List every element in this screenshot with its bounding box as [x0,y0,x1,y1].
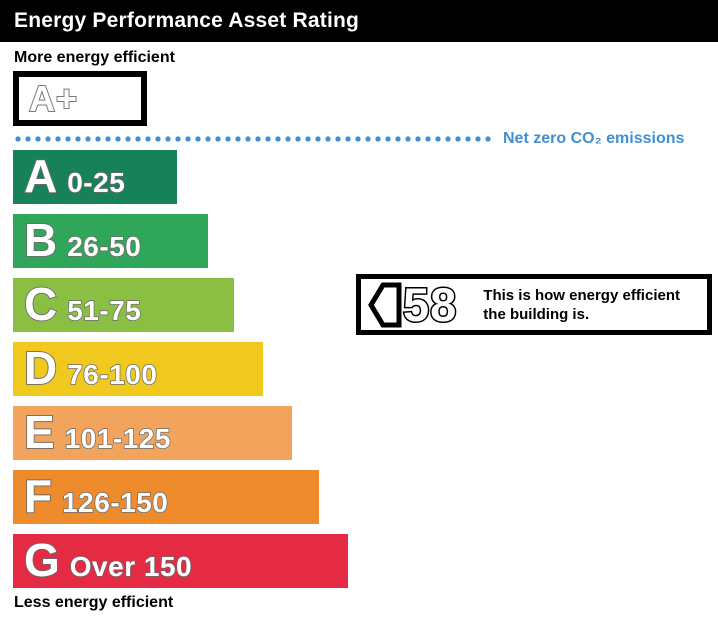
less-efficient-label: Less energy efficient [14,594,174,611]
band-range: 51-75 [66,294,142,327]
band-letter: D [23,341,58,395]
band-range: 26-50 [66,230,142,263]
band-c: C 51-75 [13,277,234,332]
rating-indicator: 58 This is how energy efficient the buil… [356,274,712,335]
band-range: 0-25 [66,166,126,199]
band-letter: B [23,213,58,267]
rating-description-line2: the building is. [483,305,590,323]
band-letter: A [23,149,58,203]
band-f: F 126-150 [13,469,319,524]
rating-bands: A 0-25 B 26-50 C 51-75 D 76-100 E 101-125 F 126-150… [13,149,348,598]
band-b: B 26-50 [13,213,208,268]
dotted-line [13,136,495,142]
net-zero-label: Net zero CO₂ emissions [503,130,685,147]
band-range: 76-100 [66,358,158,391]
band-range: Over 150 [69,550,193,583]
band-letter: G [23,533,61,587]
band-range: 101-125 [64,422,171,455]
page-title: Energy Performance Asset Rating [14,9,360,32]
band-e: E 101-125 [13,405,292,460]
band-letter: E [23,405,55,459]
band-a-plus: A+ [13,71,147,126]
band-letter: C [23,277,58,331]
net-zero-line: Net zero CO₂ emissions [13,130,707,148]
band-g: G Over 150 [13,533,348,588]
rating-description-line1: This is how energy efficient [483,286,680,304]
chart-header: Energy Performance Asset Rating [0,0,718,42]
rating-description: This is how energy efficient the buildin… [483,286,680,324]
band-range: 126-150 [61,486,169,519]
band-letter: F [23,469,53,523]
left-arrow-icon [368,282,402,327]
band-a-plus-label: A+ [28,77,79,119]
more-efficient-label: More energy efficient [14,49,175,66]
band-d: D 76-100 [13,341,263,396]
rating-value: 58 [401,278,458,331]
band-a: A 0-25 [13,149,177,204]
